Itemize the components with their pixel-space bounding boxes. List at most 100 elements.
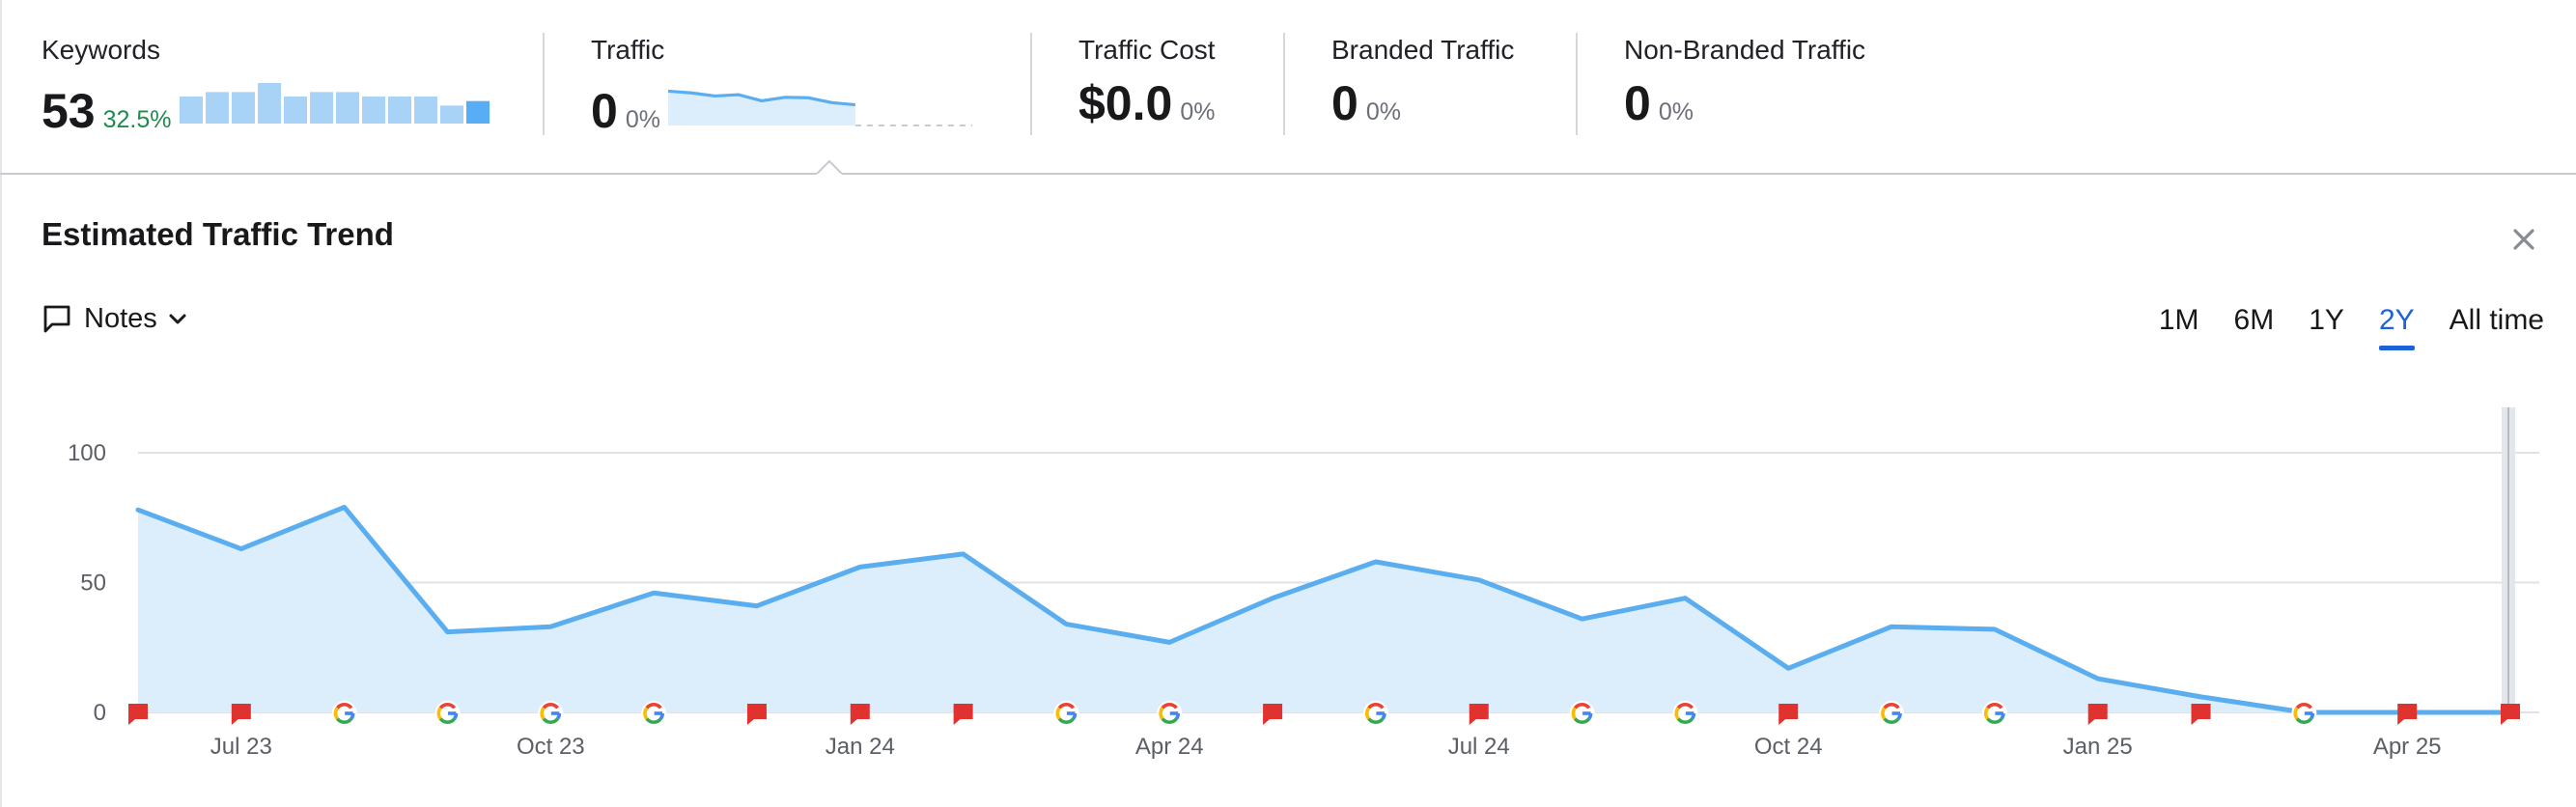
traffic-data-point — [1785, 665, 1791, 671]
metric-branded-traffic-change: 0% — [1365, 98, 1401, 125]
keywords-spark-bar — [413, 97, 437, 124]
keywords-sparkline — [179, 83, 490, 124]
google-update-icon[interactable] — [1362, 701, 1388, 726]
x-tick-label: Jan 25 — [2063, 734, 2133, 760]
google-update-icon[interactable] — [1053, 701, 1079, 726]
range-tab-1y[interactable]: 1Y — [2309, 304, 2344, 336]
traffic-data-point — [651, 590, 657, 596]
note-flag-icon[interactable] — [2397, 704, 2418, 725]
note-flag-icon[interactable] — [1469, 704, 1489, 725]
keywords-spark-bar — [439, 105, 463, 124]
keywords-spark-bar — [361, 97, 385, 124]
traffic-data-point — [1476, 577, 1482, 583]
note-flag-icon[interactable] — [231, 704, 251, 725]
metrics-strip-border — [0, 173, 2576, 175]
metric-keywords-label: Keywords — [42, 35, 160, 65]
traffic-data-point — [1682, 596, 1688, 601]
traffic-spark-area — [667, 91, 855, 125]
x-tick-label: Apr 25 — [2373, 734, 2442, 760]
metric-branded-traffic-value: 0 — [1331, 76, 1358, 130]
traffic-data-point — [1580, 616, 1585, 622]
keywords-spark-bar — [465, 100, 490, 124]
metric-non-branded-traffic-label: Non-Branded Traffic — [1624, 35, 1866, 65]
google-update-icon[interactable] — [1672, 701, 1698, 726]
traffic-data-point — [444, 629, 450, 635]
google-update-icon[interactable] — [331, 701, 357, 726]
panel-left-border — [0, 0, 2, 807]
note-flag-icon[interactable] — [2191, 704, 2211, 725]
x-tick-label: Oct 24 — [1754, 734, 1823, 760]
google-update-icon[interactable] — [1879, 701, 1905, 726]
metric-branded-traffic-label: Branded Traffic — [1331, 35, 1515, 65]
comment-icon — [43, 305, 70, 333]
metric-keywords-value: 53 — [42, 84, 96, 138]
note-flag-icon[interactable] — [953, 704, 973, 725]
metrics-strip: Keywords 53 32.5% Traffic 0 0% Traffic C… — [0, 0, 2576, 174]
range-tab-all-time[interactable]: All time — [2449, 304, 2544, 336]
metric-traffic-cost-change: 0% — [1180, 98, 1216, 125]
active-metric-pointer — [817, 160, 842, 185]
traffic-data-point — [1889, 624, 1894, 629]
metric-traffic-cost-label: Traffic Cost — [1078, 35, 1216, 65]
note-flag-icon[interactable] — [1263, 704, 1283, 725]
note-flag-icon[interactable] — [746, 704, 767, 725]
traffic-data-point — [547, 624, 553, 629]
y-tick-label: 0 — [94, 700, 106, 726]
traffic-data-point — [857, 564, 863, 570]
keywords-spark-bar — [179, 97, 203, 124]
metric-divider — [1030, 33, 1032, 135]
metric-traffic-change: 0% — [625, 106, 660, 133]
traffic-sparkline — [667, 89, 972, 126]
notes-label: Notes — [84, 302, 157, 334]
note-flag-icon[interactable] — [1778, 704, 1799, 725]
traffic-data-point — [1373, 559, 1379, 565]
range-tab-6m[interactable]: 6M — [2233, 304, 2275, 336]
metric-divider — [1283, 33, 1285, 135]
google-update-icon[interactable] — [1569, 701, 1595, 726]
x-tick-label: Jul 23 — [210, 734, 272, 760]
keywords-spark-bar — [257, 83, 281, 124]
close-icon — [2513, 229, 2534, 250]
y-tick-label: 100 — [68, 440, 106, 466]
range-tab-2y[interactable]: 2Y — [2378, 304, 2415, 350]
google-update-icon[interactable] — [1157, 701, 1183, 726]
range-tab-1m[interactable]: 1M — [2158, 304, 2199, 336]
close-button[interactable] — [2505, 220, 2543, 259]
keywords-spark-bar — [309, 92, 333, 124]
traffic-data-point — [1270, 596, 1275, 601]
note-flag-icon[interactable] — [128, 704, 148, 725]
note-flag-icon[interactable] — [2087, 704, 2108, 725]
range-tabs: 1M 6M 1Y 2Y All time — [2124, 304, 2544, 350]
x-tick-label: Apr 24 — [1135, 734, 1204, 760]
google-update-icon[interactable] — [1981, 701, 2007, 726]
traffic-spark-line — [667, 89, 855, 107]
x-tick-label: Oct 23 — [517, 734, 585, 760]
google-update-icon[interactable] — [434, 701, 461, 726]
keywords-spark-bar — [231, 92, 255, 124]
traffic-area — [138, 507, 2510, 712]
y-tick-label: 50 — [80, 570, 106, 597]
panel-title: Estimated Traffic Trend — [42, 216, 394, 252]
notes-dropdown[interactable]: Notes — [42, 299, 188, 338]
metric-divider — [543, 33, 545, 135]
traffic-data-point — [2198, 694, 2204, 700]
traffic-line — [135, 504, 2513, 715]
metric-traffic-value: 0 — [591, 84, 618, 138]
traffic-data-point — [754, 603, 760, 609]
metric-traffic-cost-value: $0.0 — [1078, 76, 1173, 130]
google-update-icon[interactable] — [641, 701, 667, 726]
metric-divider — [1576, 33, 1578, 135]
google-update-icon[interactable] — [2291, 701, 2317, 726]
traffic-data-point — [1166, 639, 1172, 645]
traffic-data-point — [342, 504, 348, 510]
keywords-spark-bar — [335, 92, 359, 124]
metric-non-branded-traffic-change: 0% — [1658, 98, 1694, 125]
x-tick-label: Jan 24 — [826, 734, 895, 760]
traffic-data-point — [961, 551, 966, 557]
note-flag-icon[interactable] — [2501, 704, 2520, 725]
note-flag-icon[interactable] — [850, 704, 870, 725]
google-update-icon[interactable] — [538, 701, 564, 726]
keywords-spark-bar — [205, 92, 229, 124]
keywords-spark-bar — [387, 97, 411, 124]
